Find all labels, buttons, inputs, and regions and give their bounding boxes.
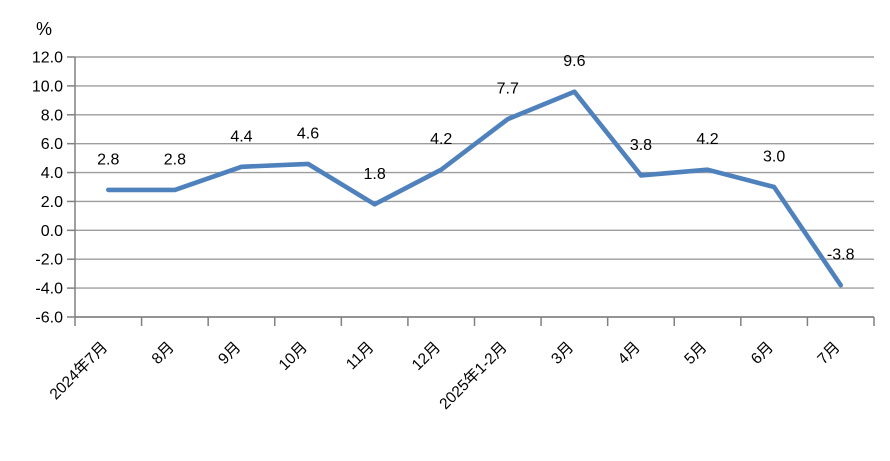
data-point-label: -3.8: [827, 247, 855, 264]
data-series-line: [106, 89, 844, 288]
x-axis-tick-label: 9月: [215, 339, 244, 368]
y-axis-tick-label: -2.0: [35, 252, 63, 269]
data-point-label: 3.0: [763, 149, 785, 166]
data-point-label: 7.7: [497, 81, 519, 98]
data-point-label: 4.6: [297, 125, 319, 142]
y-axis-unit-label: %: [36, 19, 52, 39]
y-axis-tick-label: 4.0: [41, 165, 63, 182]
y-axis-tick-label: -4.0: [35, 281, 63, 298]
x-axis-tick-label: 12月: [409, 339, 444, 374]
data-point-label: 2.8: [97, 151, 119, 168]
x-axis-tick-label: 8月: [149, 339, 178, 368]
x-axis-tick-label: 2024年7月: [46, 338, 111, 403]
x-axis-tick-label: 5月: [681, 339, 710, 368]
data-point-label: 2.8: [164, 151, 186, 168]
y-axis-tick-label: 6.0: [41, 136, 63, 153]
x-axis-tick-label: 4月: [615, 339, 644, 368]
data-point-label: 9.6: [563, 53, 585, 70]
data-point-label: 4.4: [230, 128, 252, 145]
x-axis-tick-label: 3月: [548, 339, 577, 368]
data-point-label: 4.2: [696, 131, 718, 148]
data-point-label: 1.8: [364, 166, 386, 183]
x-axis-tick-label: 6月: [748, 339, 777, 368]
x-axis-tick-label: 10月: [276, 339, 311, 374]
x-axis-tick-label: 2025年1-2月: [436, 338, 511, 413]
y-axis-tick-label: 2.0: [41, 194, 63, 211]
y-axis-tick-label: 8.0: [41, 107, 63, 124]
data-point-label: 4.2: [430, 131, 452, 148]
y-axis-tick-label: -6.0: [35, 310, 63, 327]
y-axis-tick-label: 10.0: [32, 78, 63, 95]
y-axis-tick-label: 12.0: [32, 50, 63, 67]
x-axis-tick-label: 7月: [814, 339, 843, 368]
x-axis-tick-label: 11月: [343, 339, 377, 373]
data-point-label: 3.8: [630, 137, 652, 154]
y-axis-tick-label: 0.0: [41, 223, 63, 240]
